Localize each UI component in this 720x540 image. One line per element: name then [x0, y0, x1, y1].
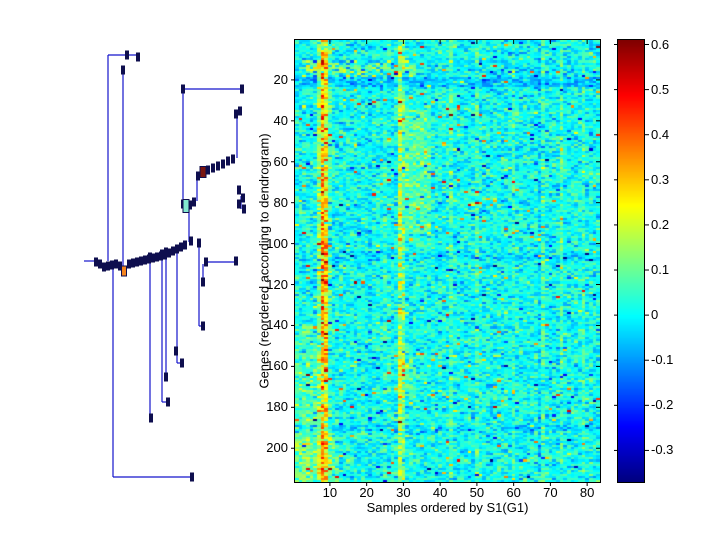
dendrogram-node	[121, 65, 125, 75]
dendrogram-node	[192, 197, 196, 207]
y-tick-label: 120	[266, 276, 288, 292]
dendrogram-node-dark-red-node	[199, 166, 207, 178]
y-tick-label: 60	[273, 153, 288, 169]
x-tick-label: 50	[469, 485, 485, 500]
dendrogram-node	[151, 253, 155, 263]
dendrogram-node	[206, 165, 210, 175]
dendrogram-node	[211, 163, 215, 173]
dendrogram-node	[237, 185, 241, 195]
dendrogram-node	[189, 236, 193, 246]
dendrogram-node	[241, 193, 245, 203]
x-tick-label: 60	[506, 485, 521, 500]
x-tick-label: 20	[359, 485, 374, 500]
dendrogram-node	[143, 255, 147, 265]
colorbar-tick-label: -0.3	[651, 442, 674, 458]
dendrogram-node	[183, 240, 187, 250]
dendrogram-node	[234, 256, 238, 266]
colorbar-tick-label: 0.6	[651, 36, 670, 52]
dendrogram-node	[221, 159, 225, 169]
colorbar-gradient	[618, 40, 644, 482]
y-tick-label: 160	[266, 358, 288, 374]
y-tick-label: 40	[273, 112, 288, 128]
dendrogram-node	[131, 258, 135, 268]
dendrogram-node	[94, 257, 98, 267]
dendrogram-node	[114, 259, 118, 269]
dendrogram-node	[180, 358, 184, 368]
dendrogram-node	[237, 199, 241, 209]
dendrogram-node	[171, 246, 175, 256]
colorbar-tick-label: -0.1	[651, 352, 674, 368]
dendrogram-node	[149, 413, 153, 423]
dendrogram-node-orange-node	[121, 265, 127, 277]
y-tick-label: 140	[266, 317, 288, 333]
dendrogram-node	[135, 257, 139, 267]
colorbar-tick-label: 0.2	[651, 216, 670, 232]
dendrogram-node	[175, 244, 179, 254]
dendrogram-node	[102, 262, 106, 272]
dendrogram-node	[174, 346, 178, 356]
dendrogram-node	[98, 259, 102, 269]
x-tick-label: 30	[396, 485, 411, 500]
dendrogram-node	[201, 277, 205, 287]
x-axis-label: Samples ordered by S1(G1)	[366, 500, 529, 515]
y-axis-label: Genes (reordered according to dendrogram…	[256, 133, 272, 389]
y-tick-label: 20	[273, 71, 288, 87]
colorbar-tick-label: 0.4	[651, 126, 670, 142]
heatmap-axes-box	[294, 39, 601, 483]
colorbar-tick-label: -0.2	[651, 397, 674, 413]
dendrogram-node	[234, 109, 238, 119]
dendrogram-node	[125, 50, 129, 60]
dendrogram-node	[238, 106, 242, 116]
dendrogram-node	[204, 257, 208, 267]
dendrogram-node	[240, 84, 244, 94]
dendrogram-node	[167, 248, 171, 258]
dendrogram-node	[216, 161, 220, 171]
dendrogram-node	[188, 200, 192, 210]
dendrogram-node	[164, 247, 168, 257]
x-tick-label: 80	[579, 485, 595, 500]
dendrogram-node-cyan-node	[182, 199, 190, 213]
colorbar-box	[617, 39, 645, 483]
dendrogram-node	[127, 259, 131, 269]
dendrogram-node	[118, 261, 122, 271]
dendrogram-node	[196, 171, 200, 181]
y-tick-label: 180	[266, 399, 288, 415]
dendrogram-node	[160, 249, 164, 259]
dendrogram-node	[179, 242, 183, 252]
dendrogram-node	[155, 252, 159, 262]
heatmap-image	[295, 40, 600, 482]
dendrogram-node	[136, 52, 140, 62]
dendrogram-node	[148, 252, 152, 262]
dendrogram-node	[242, 204, 246, 214]
x-tick-label: 70	[543, 485, 558, 500]
colorbar-tick-label: 0.5	[651, 81, 670, 97]
x-tick-label: 10	[322, 485, 338, 500]
dendrogram-node	[106, 261, 110, 271]
x-tick-label: 40	[432, 485, 448, 500]
colorbar-tick-label: 0.3	[651, 171, 670, 187]
dendrogram-node	[139, 256, 143, 266]
dendrogram-node	[164, 372, 168, 382]
y-tick-label: 200	[266, 440, 288, 456]
dendrogram-node	[226, 156, 230, 166]
y-tick-label: 80	[273, 194, 288, 210]
dendrogram-node	[166, 397, 170, 407]
dendrogram-node	[231, 154, 235, 164]
colorbar-tick-label: 0	[651, 307, 659, 323]
colorbar-tick-label: 0.1	[651, 262, 670, 278]
dendrogram-node	[197, 238, 201, 248]
dendrogram-node	[201, 321, 205, 331]
y-tick-label: 100	[266, 235, 288, 251]
dendrogram-node	[190, 472, 194, 482]
dendrogram-node	[110, 260, 114, 270]
dendrogram-node	[181, 84, 185, 94]
